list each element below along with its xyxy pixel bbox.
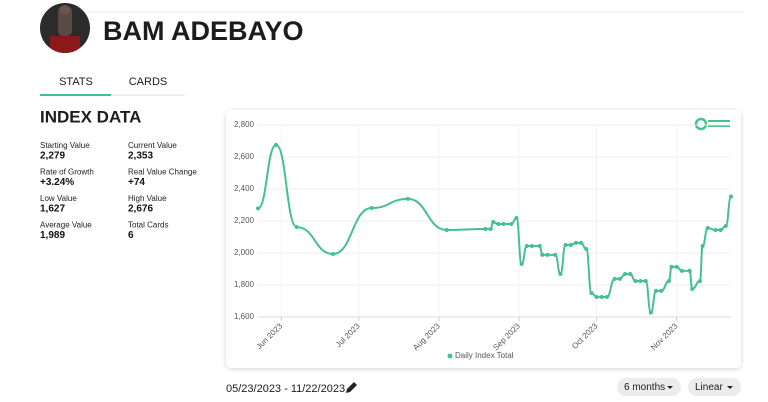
stat-value: +3.24% bbox=[40, 177, 74, 188]
data-point bbox=[294, 225, 299, 230]
data-point bbox=[488, 227, 493, 231]
data-point bbox=[669, 264, 674, 269]
data-point bbox=[514, 215, 519, 220]
stat-value: 1,627 bbox=[40, 204, 65, 215]
data-point bbox=[666, 279, 671, 283]
legend-marker bbox=[447, 353, 453, 359]
brand-logo bbox=[694, 117, 730, 131]
data-point bbox=[491, 219, 496, 224]
data-point bbox=[509, 222, 514, 227]
period-select[interactable] bbox=[617, 378, 681, 396]
data-point bbox=[529, 243, 534, 248]
data-point bbox=[573, 240, 578, 245]
data-point bbox=[584, 247, 589, 251]
data-point bbox=[612, 276, 617, 281]
stat-label: Real Value Change bbox=[128, 168, 197, 177]
tab[interactable]: CARDS bbox=[129, 76, 168, 88]
section-title: INDEX DATA bbox=[40, 107, 141, 126]
data-point bbox=[256, 206, 260, 211]
data-point bbox=[519, 262, 524, 267]
data-point bbox=[617, 276, 622, 281]
y-tick-label: 2,400 bbox=[234, 184, 255, 193]
data-point bbox=[563, 243, 568, 247]
y-tick-label: 2,200 bbox=[234, 216, 255, 225]
data-point bbox=[496, 222, 501, 227]
chart-card bbox=[226, 110, 741, 368]
data-point bbox=[537, 243, 542, 248]
data-point bbox=[713, 227, 718, 232]
data-point bbox=[700, 243, 705, 248]
data-point bbox=[679, 268, 684, 273]
player-name: BAM ADEBAYO bbox=[103, 16, 304, 46]
data-point bbox=[643, 279, 648, 283]
stat-value: 1,989 bbox=[40, 230, 65, 241]
stat-label: Current Value bbox=[128, 141, 177, 150]
data-point bbox=[648, 310, 653, 315]
data-point bbox=[589, 291, 594, 295]
stat-label: Rate of Growth bbox=[40, 168, 94, 177]
data-point bbox=[623, 271, 628, 276]
avatar bbox=[40, 3, 90, 53]
period-label: 6 months bbox=[624, 382, 665, 393]
legend-label: Daily Index Total bbox=[455, 351, 514, 360]
data-point bbox=[723, 223, 728, 228]
dropdown-arrow bbox=[727, 386, 733, 389]
data-point bbox=[579, 240, 584, 245]
data-point bbox=[659, 288, 664, 293]
data-point bbox=[705, 226, 710, 231]
data-point bbox=[524, 243, 529, 248]
y-tick-label: 1,600 bbox=[234, 312, 255, 321]
stat-label: Average Value bbox=[40, 221, 92, 230]
y-tick-label: 2,600 bbox=[234, 152, 255, 161]
data-point bbox=[599, 295, 604, 299]
data-point bbox=[633, 279, 638, 283]
data-point bbox=[545, 252, 550, 257]
data-point bbox=[568, 243, 573, 247]
stat-value: +74 bbox=[128, 177, 145, 188]
data-point bbox=[405, 196, 410, 201]
stat-value: 2,676 bbox=[128, 204, 153, 215]
data-point bbox=[628, 271, 633, 276]
stat-label: Total Cards bbox=[128, 221, 168, 230]
data-point bbox=[604, 295, 609, 299]
edit-icon[interactable] bbox=[346, 382, 357, 393]
scale-label: Linear bbox=[695, 382, 723, 393]
tab[interactable]: STATS bbox=[59, 76, 93, 88]
data-point bbox=[558, 271, 563, 276]
y-tick-label: 2,000 bbox=[234, 248, 255, 257]
date-range: 05/23/2023 - 11/22/2023 bbox=[226, 383, 345, 395]
stat-label: High Value bbox=[128, 194, 167, 203]
dropdown-arrow bbox=[667, 386, 673, 389]
stat-label: Starting Value bbox=[40, 141, 90, 150]
stat-value: 2,353 bbox=[128, 151, 153, 162]
data-point bbox=[553, 252, 558, 257]
stat-value: 6 bbox=[128, 230, 134, 241]
data-point bbox=[501, 222, 506, 227]
data-point bbox=[444, 227, 449, 232]
data-point bbox=[729, 194, 733, 199]
data-point bbox=[330, 251, 335, 256]
data-point bbox=[654, 288, 659, 293]
y-tick-label: 1,800 bbox=[234, 280, 255, 289]
data-point bbox=[483, 227, 488, 231]
data-point bbox=[540, 252, 545, 257]
data-point bbox=[674, 264, 679, 269]
y-tick-label: 2,800 bbox=[234, 120, 255, 129]
data-point bbox=[594, 295, 599, 299]
stat-label: Low Value bbox=[40, 194, 77, 203]
data-point bbox=[369, 206, 374, 211]
scale-select[interactable] bbox=[688, 378, 741, 396]
data-point bbox=[697, 279, 702, 283]
data-point bbox=[690, 287, 695, 291]
data-point bbox=[638, 279, 643, 283]
data-point bbox=[718, 227, 723, 232]
data-point bbox=[274, 142, 279, 147]
data-point bbox=[687, 268, 692, 273]
stat-value: 2,279 bbox=[40, 151, 65, 162]
